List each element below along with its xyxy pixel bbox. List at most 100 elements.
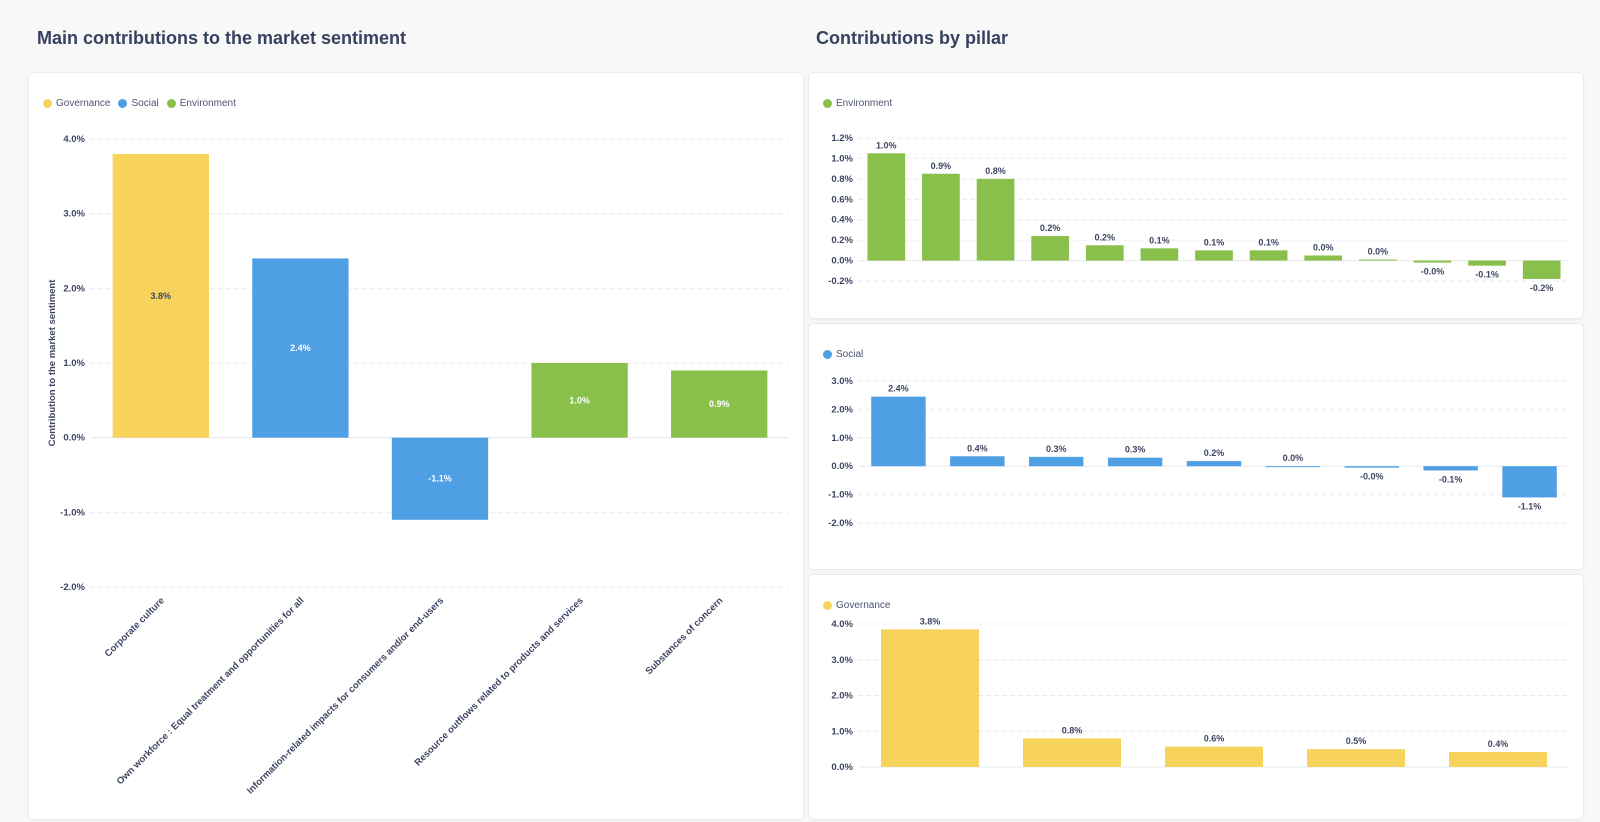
bar-value-label: 0.8% bbox=[1062, 725, 1083, 735]
y-tick-label: 0.2% bbox=[831, 235, 853, 246]
bar bbox=[1031, 236, 1069, 261]
bar-value-label: 0.6% bbox=[1204, 734, 1225, 744]
bar bbox=[1502, 466, 1557, 498]
environment-bar-chart: 1.2% 1.0% 0.8% 0.6% 0.4% 0.2% 0.0% -0.2% 1.0% 0.9… bbox=[828, 133, 1569, 293]
bar-value-label: 0.8% bbox=[985, 166, 1006, 176]
bar bbox=[1449, 751, 1547, 767]
bar bbox=[1304, 255, 1343, 261]
bar bbox=[1359, 259, 1397, 261]
y-tick-label: 3.0% bbox=[63, 209, 85, 220]
bar bbox=[1468, 260, 1506, 266]
bar bbox=[1140, 248, 1179, 261]
social-legend[interactable]: Social bbox=[823, 349, 863, 360]
bar bbox=[1344, 466, 1399, 468]
bar-value-label: 1.0% bbox=[876, 140, 897, 150]
pillar-section-title: Contributions by pillar bbox=[816, 28, 1008, 48]
bar bbox=[1195, 250, 1233, 261]
bar-value-label: 0.3% bbox=[1046, 444, 1067, 454]
environment-dot-icon bbox=[166, 99, 176, 108]
social-chart-card: Social 3.0% 2.0% 1.0% 0.0% -1.0% -2.0% 2.4% 0.4… bbox=[808, 323, 1584, 570]
bar-value-label: 0.1% bbox=[1258, 237, 1279, 247]
y-tick-label: 0.4% bbox=[831, 215, 853, 226]
bar-value-label: 0.1% bbox=[1204, 237, 1225, 247]
governance-dot-icon bbox=[43, 99, 52, 108]
environment-chart-card: Environment 1.2% 1.0% 0.8% 0.6% 0.4% 0.2% 0.0%… bbox=[808, 72, 1584, 319]
bar bbox=[1249, 250, 1288, 261]
x-category-label: Corporate culture bbox=[103, 595, 167, 659]
y-tick-label: 2.0% bbox=[831, 404, 853, 415]
bar bbox=[950, 456, 1005, 467]
y-tick-label: 4.0% bbox=[831, 619, 853, 630]
y-tick-label: 2.0% bbox=[831, 691, 853, 702]
bar bbox=[112, 153, 209, 438]
bar-value-label: 0.2% bbox=[1040, 223, 1061, 233]
y-tick-label: -2.0% bbox=[60, 582, 85, 593]
main-bar-chart: 4.0% 3.0% 2.0% 1.0% 0.0% -1.0% -2.0% 3.8% 2.4% -1… bbox=[47, 134, 789, 796]
bar bbox=[1107, 457, 1163, 467]
bar bbox=[1423, 466, 1478, 471]
x-category-label: Resource outflows related to products an… bbox=[413, 595, 586, 768]
legend-environment-pillar[interactable]: Environment bbox=[823, 98, 892, 109]
bar-value-label: 0.4% bbox=[1488, 739, 1509, 749]
governance-legend[interactable]: Governance bbox=[823, 600, 890, 611]
bar bbox=[531, 363, 628, 438]
bar bbox=[881, 629, 979, 767]
y-tick-label: 0.0% bbox=[831, 256, 853, 267]
bar-value-label: 0.5% bbox=[1346, 736, 1367, 746]
bar-value-label: 0.0% bbox=[1283, 453, 1304, 463]
bar bbox=[1023, 738, 1121, 767]
bar-value-label: 0.3% bbox=[1125, 445, 1146, 455]
bar-value-label: -0.0% bbox=[1421, 267, 1445, 277]
bar-value-label: 2.4% bbox=[290, 343, 311, 353]
environment-legend[interactable]: Environment bbox=[823, 98, 892, 109]
bar-value-label: -1.1% bbox=[428, 474, 452, 484]
bar-value-label: 0.9% bbox=[931, 161, 952, 171]
bar-value-label: 0.2% bbox=[1095, 232, 1116, 242]
social-dot-icon bbox=[118, 99, 128, 108]
y-tick-label: -0.2% bbox=[828, 276, 853, 287]
y-tick-label: 0.0% bbox=[831, 461, 853, 472]
bar bbox=[1413, 260, 1452, 263]
legend-social-pillar[interactable]: Social bbox=[823, 349, 863, 360]
bar-value-label: 0.9% bbox=[709, 399, 730, 409]
legend-social[interactable]: Social bbox=[118, 98, 159, 109]
bar-value-label: -0.0% bbox=[1360, 472, 1384, 482]
bar-value-label: 2.4% bbox=[888, 384, 909, 394]
y-tick-label: 1.0% bbox=[831, 153, 853, 164]
bar bbox=[1186, 461, 1242, 467]
bar bbox=[871, 396, 926, 467]
governance-chart-card: Governance 4.0% 3.0% 2.0% 1.0% 0.0% 3.8% 0.8% 0… bbox=[808, 574, 1584, 820]
y-axis-title: Contribution to the market sentiment bbox=[47, 279, 58, 447]
bar bbox=[252, 258, 349, 438]
bar bbox=[922, 173, 960, 261]
legend-governance-pillar[interactable]: Governance bbox=[823, 600, 890, 611]
y-tick-label: 1.0% bbox=[63, 358, 85, 369]
y-tick-label: 1.2% bbox=[831, 133, 853, 144]
main-chart-title: Main contributions to the market sentime… bbox=[37, 28, 407, 48]
bar bbox=[867, 153, 906, 261]
y-tick-label: 0.0% bbox=[63, 433, 85, 444]
bar bbox=[1307, 749, 1405, 767]
governance-bar-chart: 4.0% 3.0% 2.0% 1.0% 0.0% 3.8% 0.8% 0.6% 0.5% 0.4% bbox=[831, 616, 1569, 773]
legend-environment[interactable]: Environment bbox=[166, 98, 236, 109]
y-tick-label: -1.0% bbox=[828, 490, 853, 501]
y-tick-label: 0.0% bbox=[831, 762, 853, 773]
y-tick-label: -2.0% bbox=[828, 518, 853, 529]
main-chart-card: Governance Social Environment 4.0% 3.0% 2.… bbox=[28, 72, 804, 820]
x-category-label: Substances of concern bbox=[644, 595, 726, 677]
y-tick-label: 3.0% bbox=[831, 655, 853, 666]
social-bar-chart: 3.0% 2.0% 1.0% 0.0% -1.0% -2.0% 2.4% 0.4% 0.3% 0.… bbox=[828, 376, 1569, 529]
bar-value-label: 1.0% bbox=[569, 395, 590, 405]
bar bbox=[1085, 245, 1124, 261]
y-tick-label: 1.0% bbox=[831, 433, 853, 444]
bar-value-label: 0.2% bbox=[1204, 448, 1225, 458]
bar-value-label: 3.8% bbox=[920, 616, 941, 626]
bar-value-label: 0.0% bbox=[1313, 242, 1334, 252]
y-tick-label: 0.6% bbox=[831, 194, 853, 205]
bar bbox=[1265, 466, 1321, 468]
main-legend[interactable]: Governance Social Environment bbox=[43, 98, 236, 109]
legend-governance[interactable]: Governance bbox=[43, 98, 110, 109]
bar bbox=[976, 178, 1015, 261]
y-tick-label: 2.0% bbox=[63, 283, 85, 294]
y-tick-label: 4.0% bbox=[63, 134, 85, 145]
